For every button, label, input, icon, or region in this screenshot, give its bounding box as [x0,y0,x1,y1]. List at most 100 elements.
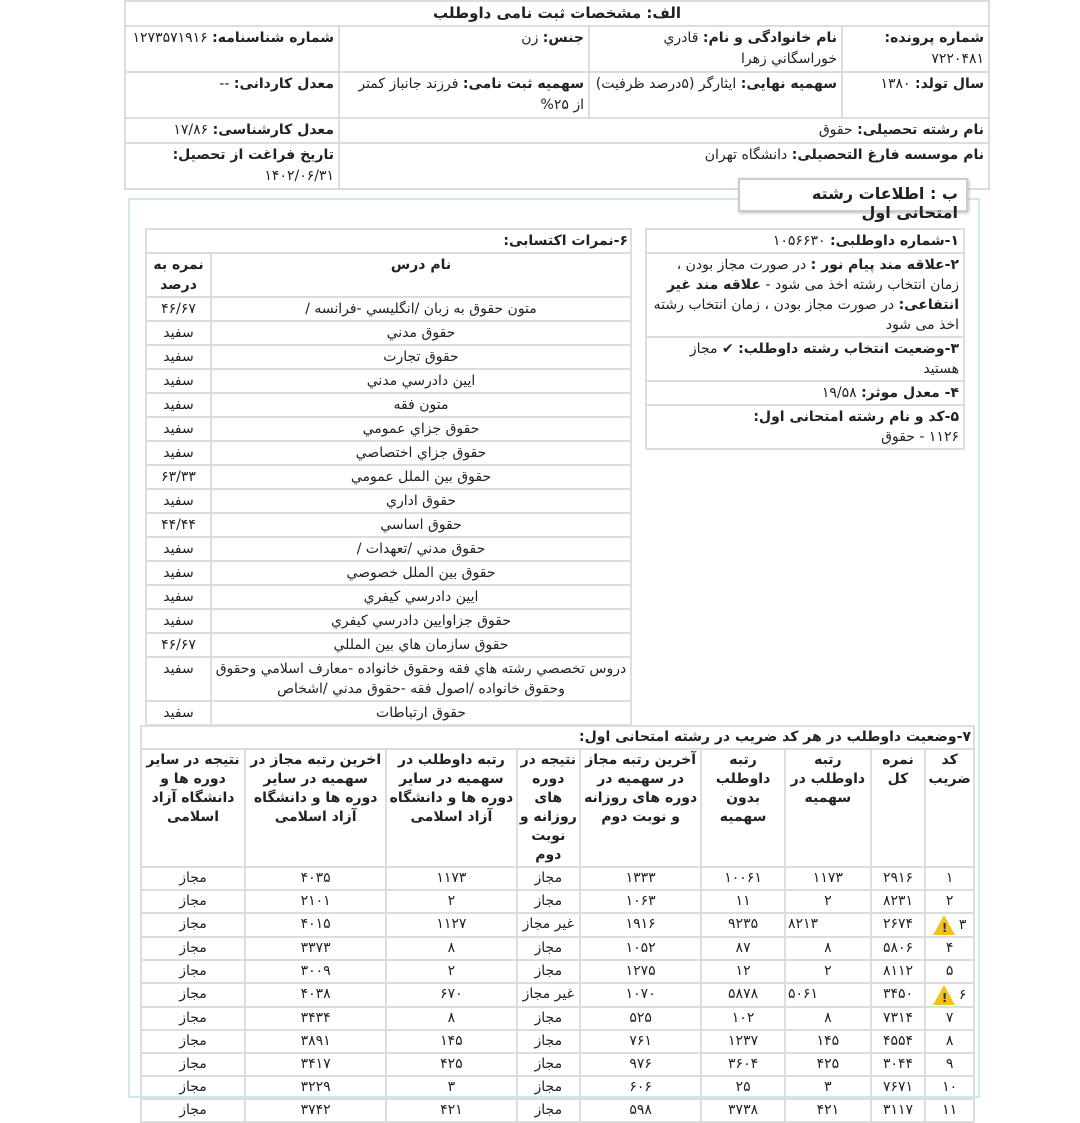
status-cell: مجاز [139,936,247,961]
status-cell: غیر مجاز [515,982,582,1008]
status-cell: ۵۸۷۸ [700,982,786,1008]
warning-icon: ! [932,985,955,1005]
status-cell: ۳۴۱۷ [244,1052,388,1077]
status-row: ۱ ۲۹۱۶ ۱۱۷۳ ۱۰۰۶۱ ۱۳۳۳ مجاز ۱۱۷۳ ۴۰۳۵ مجاز [139,866,975,891]
course-score: سفید [145,560,212,586]
grade-row: ايين دادرسي مدني سفید [145,368,632,394]
status-cell: ۳۷۴۲ [244,1098,388,1123]
status-cell: ۲ [385,959,518,984]
course-name: حقوق جزاوايين دادرسي كيفري [210,608,632,634]
status-cell: مجاز [139,1006,247,1031]
status-cell: ۱۰۲ [700,1006,786,1031]
status-cell: مجاز [515,959,582,984]
course-name: حقوق ارتباطات [210,700,632,726]
course-score: سفید [145,440,212,466]
file-no-cell: شماره پرونده: ۷۲۲۰۴۸۱ [841,25,990,73]
status-row: ۷ ۷۳۱۴ ۸ ۱۰۲ ۵۲۵ مجاز ۸ ۳۴۳۴ مجاز [139,1006,975,1031]
course-name: حقوق تجارت [210,344,632,370]
status-cell: مجاز [515,1029,582,1054]
status-cell: ۹۲۳۵ [700,912,786,938]
status-cell: ۸ [385,936,518,961]
check-icon: ✔ [721,341,734,357]
course-name: حقوق مدني [210,320,632,346]
course-name: متون حقوق به زبان /انگلیسي -فرانسه / [210,296,632,322]
section-b-title: ب : اطلاعات رشته امتحانی اول [738,178,968,222]
status-cell: ۱۹۱۶ [579,912,703,938]
status-cell: مجاز [139,1075,247,1100]
status-cell: ۱۰۷۰ [579,982,703,1008]
status-table-title: ۷-وضعیت داوطلب در هر کد ضریب در رشته امت… [140,725,975,750]
warning-icon: ! [932,915,955,935]
status-cell: ۸ [783,1006,872,1031]
course-name: ايين دادرسي كيفري [210,584,632,610]
course-score: سفید [145,608,212,634]
status-cell: ۱۰۶۳ [579,889,703,914]
status-cell: ۱۲ [700,959,786,984]
status-cell: ۴۰۳۸ [244,982,388,1008]
exam-field-code: ۵-کد و نام رشته امتحانی اول: ۱۱۲۶ - حقوق [645,404,965,450]
status-cell: ۱۴۵ [783,1029,872,1054]
status-cell: مجاز [139,959,247,984]
status-cell: ۷۶۱ [579,1029,703,1054]
status-header: رتبه داوطلب در سهمیه [783,748,872,868]
status-cell: مجاز [139,1098,247,1123]
birth-cell: سال تولد: ۱۳۸۰ [841,71,990,119]
course-name: حقوق بين الملل خصوصي [210,560,632,586]
applicant-no: ۱-شماره داوطلبی: ۱۰۵۶۶۳۰ [645,228,965,254]
coef-code: ۶! [924,982,975,1008]
grade-row: متون حقوق به زبان /انگلیسي -فرانسه /۴۶/۶… [145,296,632,322]
status-cell: ۴۲۱ [385,1098,518,1123]
grade-row: حقوق جزاي اختصاصي سفید [145,440,632,466]
gender-cell: جنس: زن [338,25,590,73]
course-score: سفید [145,368,212,394]
status-cell: ۳۱۱۷ [869,1098,927,1123]
grade-row: حقوق مدني /تعهدات / سفید [145,536,632,562]
status-header: کد ضریب [924,748,975,868]
status-row: ۲ ۸۲۳۱ ۲ ۱۱ ۱۰۶۳ مجاز ۲ ۲۱۰۱ مجاز [139,889,975,914]
course-name: حقوق اداري [210,488,632,514]
status-cell: ۳۴۳۴ [244,1006,388,1031]
status-cell: ۲۵ [700,1075,786,1100]
status-row: ۸ ۴۵۵۴ ۱۴۵ ۱۲۳۷ ۷۶۱ مجاز ۱۴۵ ۳۸۹۱ مجاز [139,1029,975,1054]
coef-code: ۱۱ [924,1098,975,1123]
course-score: ۴۶/۶۷ [145,296,212,322]
status-cell: مجاز [515,936,582,961]
status-cell: مجاز [515,889,582,914]
status-row: ۱۱ ۳۱۱۷ ۴۲۱ ۳۷۳۸ ۵۹۸ مجاز ۴۲۱ ۳۷۴۲ مجاز [139,1098,975,1123]
grades-title: ۶-نمرات اکتسابی: [145,228,632,254]
coef-code: ۱۰ [924,1075,975,1100]
coef-code: ۷ [924,1006,975,1031]
status-cell: ۴۲۱ [783,1098,872,1123]
status-cell: مجاز [139,1052,247,1077]
status-cell: ۵۸۰۶ [869,936,927,961]
course-name: حقوق جزاي اختصاصي [210,440,632,466]
status-row: ۳! ۲۶۷۴ ۸۲۱۳ ۹۲۳۵ ۱۹۱۶ غیر مجاز ۱۱۲۷ ۴۰۱۵ مجاز [139,912,975,938]
grade-row: حقوق سازمان هاي بين المللي ۴۶/۶۷ [145,632,632,658]
course-score: سفید [145,344,212,370]
coef-code: ۳! [924,912,975,938]
status-header: رتبه داوطلب بدون سهمیه [700,748,786,868]
status-cell: ۹۷۶ [579,1052,703,1077]
status-cell: ۲۶۷۴ [869,912,927,938]
field-cell: نام رشته تحصیلی: حقوق [338,117,990,144]
status-table: ۷-وضعیت داوطلب در هر کد ضریب در رشته امت… [139,725,975,1123]
status-cell: غیر مجاز [515,912,582,938]
course-name: حقوق اساسي [210,512,632,538]
status-cell: ۱۱۷۳ [385,866,518,891]
status-cell: ۴۵۵۴ [869,1029,927,1054]
status-row: ۴ ۵۸۰۶ ۸ ۸۷ ۱۰۵۲ مجاز ۸ ۳۳۷۳ مجاز [139,936,975,961]
coef-code: ۹ [924,1052,975,1077]
status-row: ۶! ۳۴۵۰ ۵۰۶۱ ۵۸۷۸ ۱۰۷۰ غیر مجاز ۶۷۰ ۴۰۳۸ مجاز [139,982,975,1008]
status-header: آخرین رتبه مجاز در سهمیه در دوره های روز… [579,748,703,868]
status-cell: ۲۱۰۱ [244,889,388,914]
status-cell: ۳ [385,1075,518,1100]
status-cell: ۶۰۶ [579,1075,703,1100]
grade-row: حقوق اداري سفید [145,488,632,514]
course-name: متون فقه [210,392,632,418]
grade-row: حقوق اساسي ۴۴/۴۴ [145,512,632,538]
status-cell: ۱۱۷۳ [783,866,872,891]
status-cell: ۶۷۰ [385,982,518,1008]
effective-gpa: ۴- معدل موثر: ۱۹/۵۸ [645,380,965,406]
status-cell: ۷۶۷۱ [869,1075,927,1100]
status-cell: ۳۸۹۱ [244,1029,388,1054]
